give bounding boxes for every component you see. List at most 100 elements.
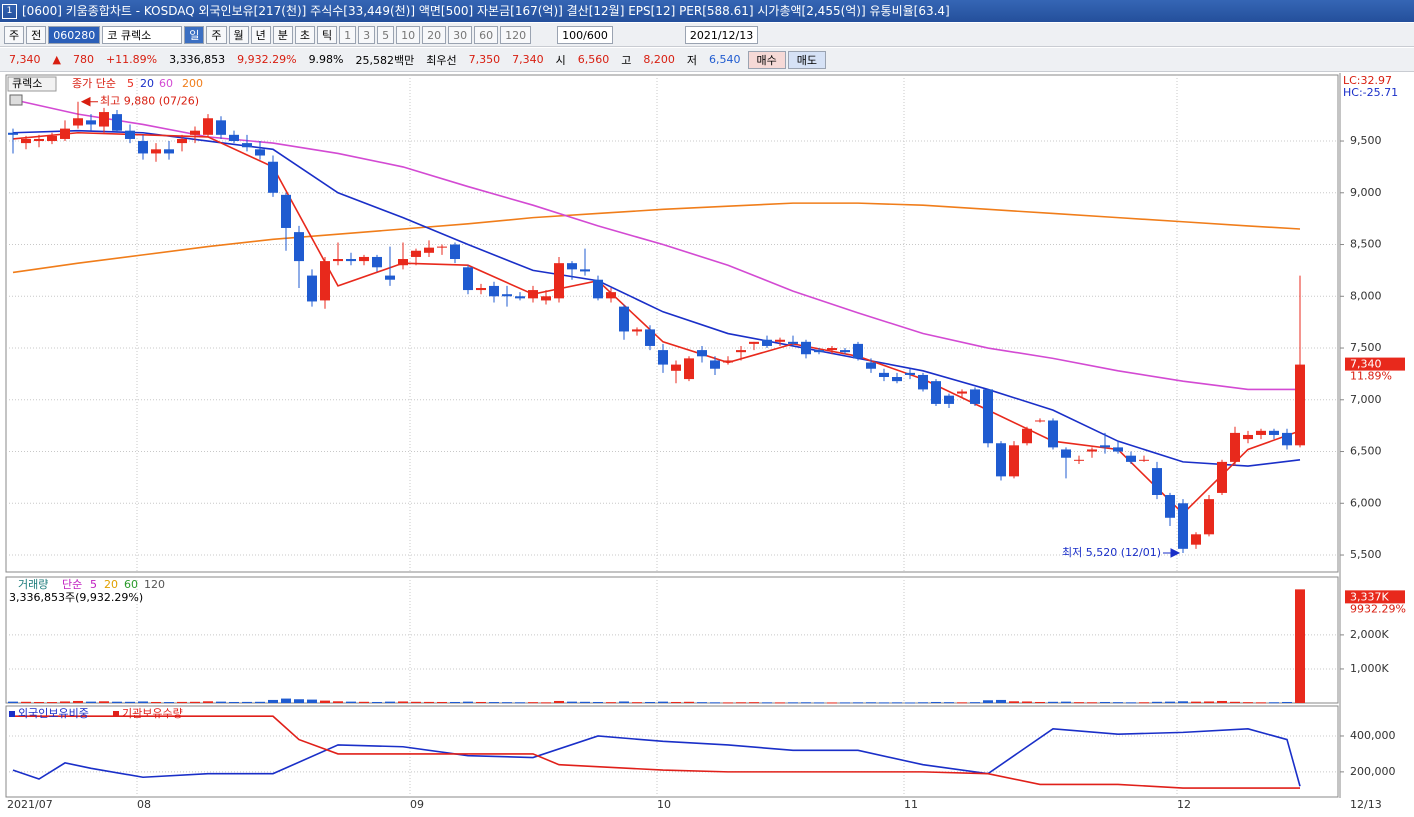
volume-bar — [840, 702, 850, 704]
volume-bar — [60, 701, 70, 703]
interval-button[interactable]: 10 — [396, 25, 421, 44]
candle-body — [1113, 447, 1123, 452]
panel-frame — [5, 705, 1339, 798]
quote-item: 25,582백만 — [355, 53, 415, 67]
x-tick-label: 12 — [1177, 798, 1191, 811]
period-button[interactable]: 분 — [272, 25, 293, 44]
volume-bar — [1048, 701, 1058, 703]
interval-button[interactable]: 3 — [358, 25, 376, 44]
interval-button[interactable]: 120 — [500, 25, 532, 44]
volume-bar — [853, 702, 863, 704]
candle-body — [1269, 430, 1279, 435]
volume-bar — [307, 699, 317, 703]
volume-bar — [1269, 702, 1279, 704]
order-button[interactable]: 매도 — [787, 50, 826, 69]
volume-bar — [892, 702, 902, 704]
volume-bar — [437, 701, 447, 703]
interval-button[interactable]: 1 — [339, 25, 357, 44]
stock-code-input[interactable]: 060280 — [48, 25, 101, 44]
x-tick-label: 08 — [137, 798, 151, 811]
x-tick-label: 10 — [657, 798, 671, 811]
interval-button[interactable]: 20 — [422, 25, 447, 44]
volume-bar — [1191, 701, 1201, 703]
quote-item: ▲ — [52, 53, 61, 66]
candle-body — [99, 112, 109, 127]
volume-bar — [736, 702, 746, 704]
volume-bar — [489, 702, 499, 704]
period-button[interactable]: 일 — [184, 25, 205, 44]
candle-body — [359, 256, 369, 262]
candle-body — [1165, 494, 1175, 518]
y-tick-label: 1,000K — [1350, 662, 1389, 675]
candle-body — [1217, 461, 1227, 493]
period-button[interactable]: 주 — [206, 25, 227, 44]
date-input[interactable]: 2021/12/13 — [684, 25, 759, 44]
moving-average — [12, 131, 1301, 515]
title-bar: 1 [0600] 키움종합차트 - KOSDAQ 외국인보유[217(천)] 주… — [0, 0, 1414, 22]
candle-body — [697, 350, 707, 357]
volume-bar — [632, 702, 642, 704]
candle-body — [1061, 449, 1071, 458]
volume-bar — [216, 701, 226, 703]
volume-bar — [164, 702, 174, 704]
volume-bar — [957, 702, 967, 704]
candle-body — [1282, 432, 1292, 446]
candle-body — [957, 391, 967, 394]
candle-body — [749, 341, 759, 344]
quote-item: 6,540 — [709, 53, 741, 66]
term-button[interactable]: 전 — [26, 25, 47, 44]
volume-bar — [723, 702, 733, 704]
legend-ma-period: 120 — [144, 578, 165, 591]
candle-body — [684, 358, 694, 380]
volume-bar — [593, 701, 603, 703]
legend-swatch — [113, 711, 119, 717]
interval-button[interactable]: 60 — [474, 25, 499, 44]
count-input[interactable]: 100/600 — [557, 25, 613, 44]
quote-item: 고 — [621, 53, 632, 67]
candle-body — [190, 130, 200, 135]
legend-series: 외국인보유비중 — [18, 707, 89, 720]
interval-button[interactable]: 5 — [377, 25, 395, 44]
candle-body — [606, 292, 616, 299]
volume-bar — [1061, 701, 1071, 703]
volume-bar — [788, 702, 798, 704]
legend-ma-period: 60 — [159, 77, 173, 90]
candle-body — [177, 138, 187, 144]
volume-bar — [138, 701, 148, 703]
volume-bar — [177, 701, 187, 703]
volume-bar — [1256, 702, 1266, 704]
volume-bar — [1243, 702, 1253, 704]
stock-name[interactable]: 코 큐렉소 — [102, 25, 183, 44]
price-tag-box — [1345, 357, 1405, 371]
volume-bar — [476, 701, 486, 703]
term-button[interactable]: 주 — [4, 25, 25, 44]
y-tick-label: 6,000 — [1350, 496, 1382, 509]
volume-bar — [1230, 701, 1240, 703]
x-tick-label: 11 — [904, 798, 918, 811]
annotation-arrow — [1163, 548, 1181, 558]
interval-button[interactable]: 30 — [448, 25, 473, 44]
candle-body — [398, 259, 408, 266]
legend-ma-period: 20 — [140, 77, 154, 90]
candle-body — [632, 329, 642, 332]
candle-body — [528, 290, 538, 299]
period-button[interactable]: 틱 — [317, 25, 338, 44]
candle-body — [814, 350, 824, 353]
volume-last-label: 3,336,853주(9,932.29%) — [9, 591, 143, 604]
period-button[interactable]: 초 — [294, 25, 315, 44]
candle-body — [372, 256, 382, 268]
volume-bar — [8, 701, 18, 703]
y-tick-label: 7,000 — [1350, 393, 1382, 406]
candle-body — [866, 362, 876, 369]
order-button[interactable]: 매수 — [747, 50, 786, 69]
candle-body — [1295, 364, 1305, 446]
volume-bar — [658, 701, 668, 703]
period-button[interactable]: 년 — [250, 25, 271, 44]
candle-body — [554, 263, 564, 299]
period-button[interactable]: 월 — [228, 25, 249, 44]
candle-body — [996, 443, 1006, 477]
volume-bar — [1204, 701, 1214, 703]
volume-bar — [580, 701, 590, 703]
volume-bar — [1282, 701, 1292, 703]
